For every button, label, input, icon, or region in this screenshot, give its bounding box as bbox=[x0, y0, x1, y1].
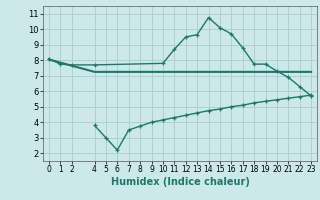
X-axis label: Humidex (Indice chaleur): Humidex (Indice chaleur) bbox=[111, 177, 249, 187]
